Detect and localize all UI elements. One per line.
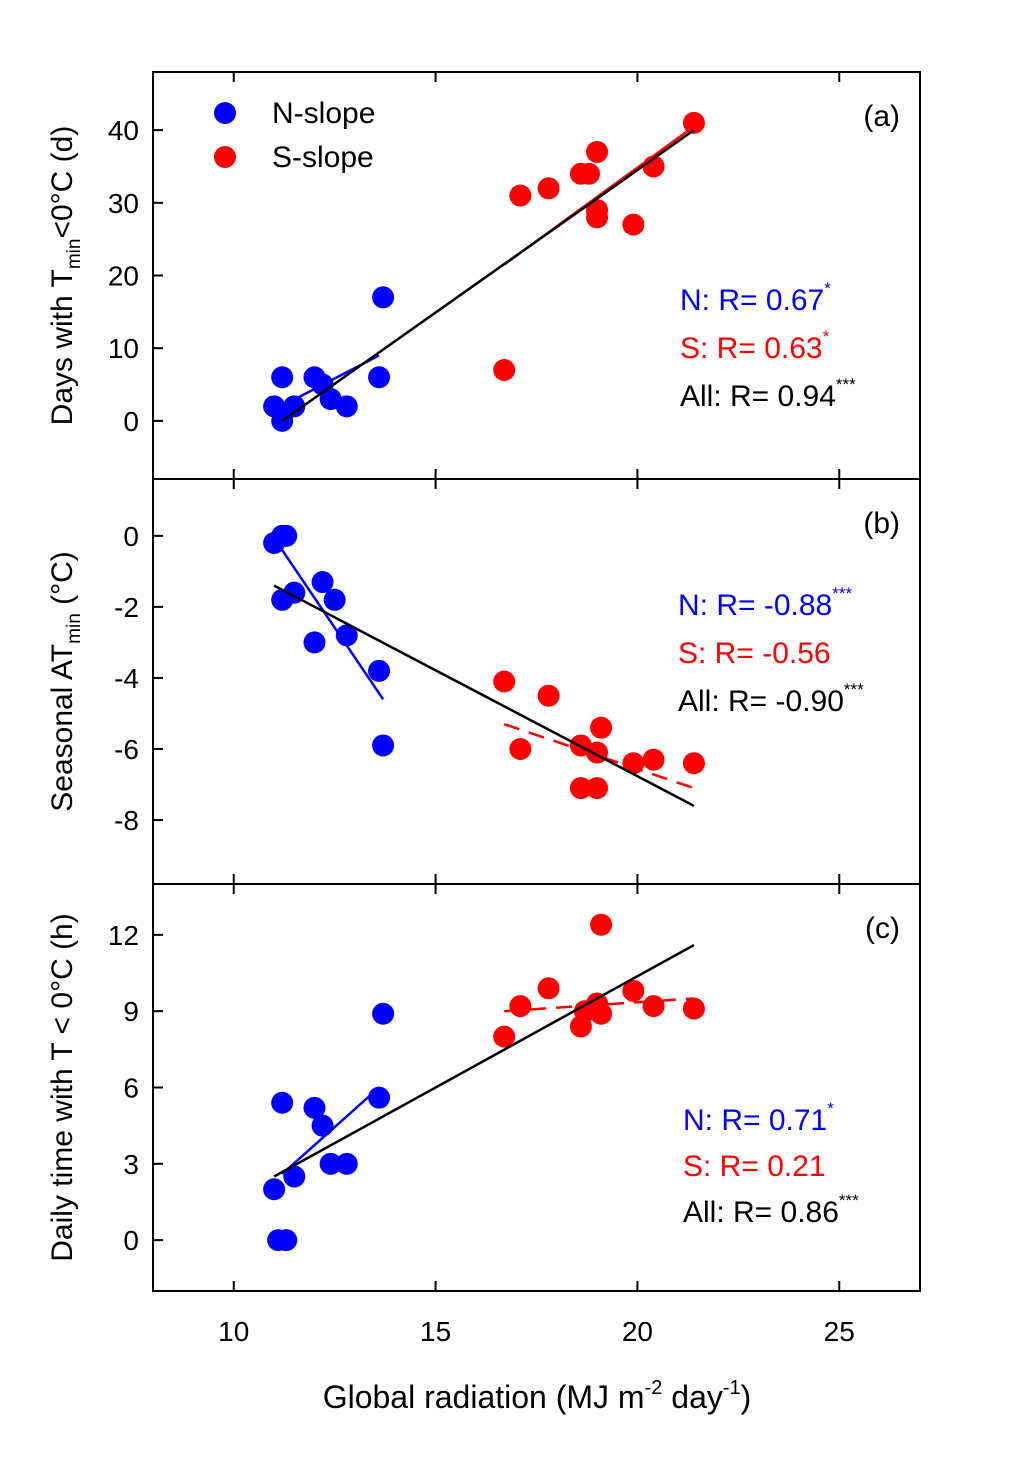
s-slope-point bbox=[493, 358, 516, 381]
stat-annotation: N: R= 0.67* bbox=[680, 279, 831, 317]
y-axis-title: Daily time with T < 0°C (h) bbox=[46, 913, 79, 1262]
y-tick-label: 3 bbox=[123, 1149, 139, 1180]
n-slope-point bbox=[275, 524, 298, 547]
y-tick-label: -8 bbox=[114, 805, 139, 836]
x-tick-label: 10 bbox=[218, 1316, 249, 1347]
n-slope-point bbox=[303, 631, 326, 654]
panel-b: 0 -2 -4 -6 -8 (b) Seasonal ATmin (°C) N: R= -0.… bbox=[46, 478, 921, 885]
all-fit-line bbox=[281, 129, 695, 422]
n-slope-point bbox=[368, 1086, 391, 1109]
s-slope-point bbox=[682, 752, 705, 775]
stat-annotation: All: R= -0.90*** bbox=[678, 680, 864, 718]
n-slope-point bbox=[311, 1114, 334, 1137]
s-slope-point bbox=[537, 177, 560, 200]
n-slope-point bbox=[311, 571, 334, 594]
y-axis-title: Days with Tmin<0°C (d) bbox=[46, 126, 85, 426]
y-tick-label: 10 bbox=[108, 333, 139, 364]
legend-marker bbox=[214, 146, 236, 168]
y-tick-label: 9 bbox=[123, 996, 139, 1027]
s-slope-point bbox=[682, 997, 705, 1020]
panel-c: 0 3 6 9 12 (c) Daily time with T < 0°C (h) N: R… bbox=[46, 883, 921, 1292]
s-slope-point bbox=[537, 977, 560, 1000]
s-slope-point bbox=[586, 777, 609, 800]
s-slope-fit-line bbox=[503, 722, 695, 790]
legend-label: S-slope bbox=[272, 141, 374, 174]
s-slope-point bbox=[509, 184, 532, 207]
n-slope-point bbox=[283, 1165, 306, 1188]
panel-label: (c) bbox=[865, 912, 900, 945]
legend-label: N-slope bbox=[272, 97, 375, 130]
s-slope-point bbox=[682, 111, 705, 134]
n-slope-point bbox=[319, 1152, 342, 1175]
n-slope-point bbox=[372, 286, 395, 309]
y-tick-label: 0 bbox=[123, 406, 139, 437]
n-slope-point bbox=[263, 1178, 286, 1201]
legend-marker bbox=[214, 102, 236, 124]
all-fit-line bbox=[273, 584, 695, 807]
s-slope-point bbox=[569, 777, 592, 800]
s-slope-point bbox=[590, 913, 613, 936]
n-slope-point bbox=[372, 1002, 395, 1025]
panel-frame bbox=[152, 883, 921, 1292]
x-tick-label: 15 bbox=[420, 1316, 451, 1347]
y-tick-label: 30 bbox=[108, 188, 139, 219]
s-slope-point bbox=[590, 1002, 613, 1025]
stat-annotation: All: R= 0.94*** bbox=[680, 375, 856, 413]
n-slope-point bbox=[275, 1229, 298, 1252]
s-slope-point bbox=[509, 738, 532, 760]
y-tick-label: 6 bbox=[123, 1073, 139, 1104]
s-slope-point bbox=[642, 995, 665, 1018]
stat-annotation: N: R= 0.71* bbox=[683, 1099, 834, 1137]
n-slope-point bbox=[271, 366, 294, 389]
n-slope-point bbox=[271, 1091, 294, 1114]
y-tick-label: -2 bbox=[114, 592, 139, 623]
s-slope-point bbox=[493, 670, 516, 693]
n-slope-point bbox=[283, 395, 306, 418]
all-fit-line bbox=[273, 943, 695, 1178]
s-slope-point bbox=[577, 162, 600, 185]
n-slope-point bbox=[303, 1096, 326, 1119]
stat-annotation: N: R= -0.88*** bbox=[678, 584, 852, 622]
panel-a: 0 10 20 30 40 (a) Days with Tmin<0°C (d) N: R= … bbox=[46, 71, 921, 480]
s-slope-point bbox=[622, 213, 645, 236]
n-slope-point bbox=[335, 624, 358, 647]
s-slope-point bbox=[586, 206, 609, 229]
panel-label: (b) bbox=[863, 507, 900, 540]
x-axis-title: Global radiation (MJ m-2 day-1) bbox=[323, 1377, 752, 1415]
y-tick-label: 40 bbox=[108, 115, 139, 146]
s-slope-point bbox=[586, 140, 609, 163]
n-slope-point bbox=[323, 588, 346, 611]
y-tick-label: 12 bbox=[108, 920, 139, 951]
y-tick-label: 0 bbox=[123, 1225, 139, 1256]
n-slope-point bbox=[368, 366, 391, 389]
n-slope-fit-line bbox=[281, 549, 385, 700]
n-slope-fit-line bbox=[281, 1086, 380, 1175]
x-tick-label: 25 bbox=[824, 1316, 855, 1347]
n-slope-point bbox=[335, 395, 358, 418]
s-slope-point bbox=[622, 979, 645, 1002]
stat-annotation: S: R= 0.63* bbox=[680, 327, 830, 365]
y-tick-label: -4 bbox=[114, 663, 139, 694]
s-slope-fit-line bbox=[504, 997, 695, 1013]
panel-frame bbox=[152, 71, 921, 480]
s-slope-point bbox=[509, 995, 532, 1018]
stat-annotation: All: R= 0.86*** bbox=[683, 1191, 859, 1229]
s-slope-point bbox=[642, 748, 665, 771]
s-slope-point bbox=[537, 684, 560, 707]
n-slope-point bbox=[372, 734, 395, 757]
y-tick-label: -6 bbox=[114, 734, 139, 765]
panel-label: (a) bbox=[863, 100, 900, 133]
s-slope-point bbox=[590, 716, 613, 739]
y-axis-title: Seasonal ATmin (°C) bbox=[46, 551, 85, 812]
stat-annotation: S: R= -0.56 bbox=[678, 637, 831, 670]
n-slope-point bbox=[368, 659, 391, 682]
s-slope-point bbox=[493, 1025, 516, 1048]
y-tick-label: 0 bbox=[123, 521, 139, 552]
x-tick-label: 20 bbox=[622, 1316, 653, 1347]
y-tick-label: 20 bbox=[108, 261, 139, 292]
n-slope-point bbox=[335, 1152, 358, 1175]
stat-annotation: S: R= 0.21 bbox=[683, 1150, 826, 1183]
